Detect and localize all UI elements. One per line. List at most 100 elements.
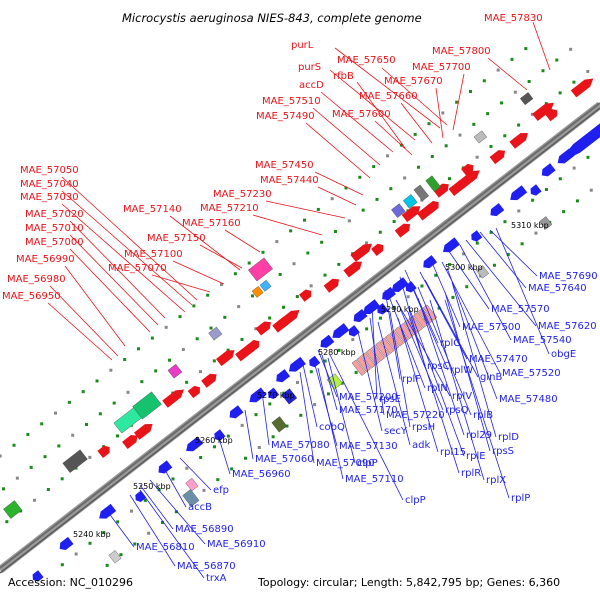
track-dot [378,316,382,320]
track-dot [427,122,431,126]
track-dot [416,165,420,169]
leader-line [374,120,413,156]
leader-line [61,190,193,306]
track-dot [40,422,44,426]
track-dot [461,252,465,256]
leader-line [356,81,406,149]
leader-line [409,309,465,457]
genome-backbone [0,101,600,574]
track-dot [364,241,368,245]
gene-label: MAE_57600 [332,109,391,120]
gene-label: MAE_57830 [484,13,543,24]
track-dot [482,79,486,83]
gene-label: MAE_57070 [108,263,167,274]
track-dot [589,188,593,192]
leader-line [320,91,394,153]
gene-label: rplF [402,374,421,385]
track-dot [347,219,351,223]
leader-line [244,409,254,460]
colored-block [394,326,409,343]
reverse-gene-arrow [158,460,173,474]
forward-gene-arrow [343,261,362,278]
leader-line [417,297,465,436]
track-dot [455,100,459,104]
track-dot [15,476,19,480]
track-dot [226,434,230,438]
gene-label: MAE_57150 [147,233,206,244]
track-dot [206,293,210,297]
track-dot [150,336,154,340]
track-dot [230,467,234,471]
track-dot [451,295,455,299]
track-dot [372,165,376,169]
track-dot [472,122,476,126]
track-dot [517,123,521,127]
track-dot [413,132,417,136]
track-dot [271,435,275,439]
gene-label: MAE_57230 [213,189,272,200]
gene-label: MAE_57700 [412,62,471,73]
leader-line [459,244,512,341]
track-dot [575,199,579,203]
leader-line [465,239,537,327]
track-dot [326,392,330,396]
leader-line [452,73,465,131]
track-dot [212,359,216,363]
track-dot [112,401,116,405]
track-dot [555,58,559,62]
track-dots [0,47,593,567]
reverse-gene-arrow [249,387,267,403]
leader-line [435,87,444,139]
forward-gene-arrow [426,200,439,214]
leader-line [199,244,243,269]
gene-label: MAE_57080 [271,440,330,451]
gene-label: rplN [427,383,448,394]
track-dot [558,177,562,181]
track-dot [67,400,71,404]
track-dot [85,423,89,427]
tick-label: 5250 kbp [133,482,171,491]
track-dot [527,79,531,83]
reverse-gene-arrow [541,163,556,177]
track-dot [430,155,434,159]
track-dot [506,253,510,257]
track-dot [489,144,493,148]
track-dot [330,197,334,201]
track-dot [195,337,199,341]
leader-line [334,47,441,129]
tick-label: 5270 kbp [257,391,295,400]
colored-block [384,333,400,351]
track-dot [250,294,254,298]
track-dot [448,263,452,267]
track-dot [164,325,168,329]
gene-label: MAE_57450 [255,160,314,171]
reverse-gene-arrow [276,369,291,383]
track-dot [81,390,85,394]
track-dot [295,380,299,384]
track-dot [434,273,438,277]
track-dot [88,455,92,459]
leader-line [224,229,261,253]
track-dot [140,380,144,384]
leader-line [487,57,528,91]
tick-label: 5260 kbp [195,436,233,445]
track-dot [257,445,261,449]
forward-gene-arrow [489,150,506,165]
track-dot [46,488,50,492]
accession-text: Accession: NC_010296 [8,576,133,589]
track-dot [392,220,396,224]
leader-line [314,364,338,447]
track-dot [468,90,472,94]
gene-label: rplW [450,365,473,376]
colored-block [402,194,418,209]
forward-gene-arrow [458,170,480,189]
track-dot [441,111,445,115]
leader-line [172,260,225,285]
gene-label: MAE_57620 [538,321,597,332]
gene-label: rpsH [412,422,435,433]
track-dot [115,434,119,438]
gene-label: MAE_57140 [123,204,182,215]
track-dot [237,305,241,309]
leader-line [69,248,151,333]
reverse-gene-arrow [490,203,505,217]
